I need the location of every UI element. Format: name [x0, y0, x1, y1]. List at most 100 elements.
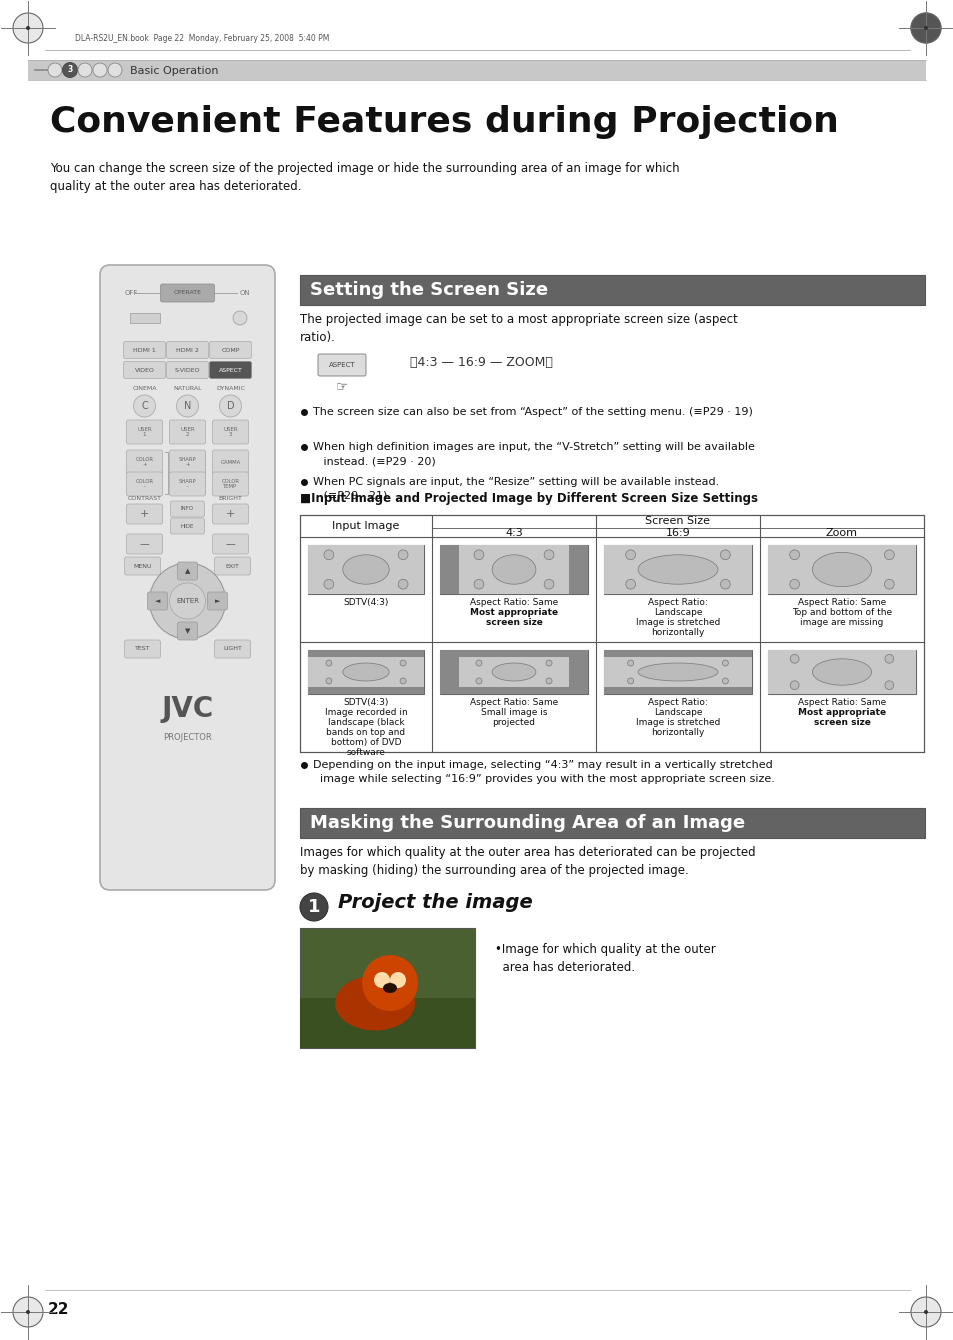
- Circle shape: [108, 63, 122, 76]
- Bar: [299, 275, 924, 306]
- Circle shape: [397, 549, 408, 560]
- Text: Convenient Features during Projection: Convenient Features during Projection: [50, 105, 838, 139]
- Ellipse shape: [812, 659, 871, 685]
- Ellipse shape: [638, 663, 718, 681]
- Text: JVC: JVC: [161, 695, 213, 724]
- Circle shape: [170, 583, 205, 619]
- FancyBboxPatch shape: [125, 557, 160, 575]
- Text: OFF: OFF: [125, 289, 138, 296]
- Bar: [308, 650, 423, 657]
- Text: INFO: INFO: [181, 507, 193, 512]
- Text: VIDEO: VIDEO: [134, 367, 154, 373]
- Circle shape: [543, 579, 554, 590]
- Text: ASPECT: ASPECT: [329, 362, 355, 368]
- Text: Zoom: Zoom: [825, 528, 857, 537]
- Circle shape: [545, 678, 552, 683]
- Text: CINEMA: CINEMA: [132, 386, 156, 390]
- Bar: [439, 545, 587, 594]
- Bar: [458, 545, 568, 594]
- FancyBboxPatch shape: [170, 472, 205, 496]
- Bar: [28, 60, 925, 80]
- Text: ENTER: ENTER: [175, 598, 199, 604]
- Text: Small image is: Small image is: [480, 708, 547, 717]
- FancyBboxPatch shape: [210, 362, 252, 378]
- Text: SHARP
+: SHARP +: [178, 457, 196, 468]
- Text: ▲: ▲: [185, 568, 190, 574]
- Text: projected: projected: [492, 718, 535, 728]
- Text: COLOR
-: COLOR -: [135, 478, 153, 489]
- FancyBboxPatch shape: [127, 472, 162, 496]
- Text: ☞: ☞: [335, 379, 348, 393]
- Text: BRIGHT: BRIGHT: [218, 497, 242, 501]
- Text: USER
3: USER 3: [223, 427, 237, 437]
- Text: When high definition images are input, the “V-Stretch” setting will be available: When high definition images are input, t…: [313, 442, 754, 466]
- FancyBboxPatch shape: [208, 592, 227, 610]
- Text: Image recorded in: Image recorded in: [324, 708, 407, 717]
- FancyBboxPatch shape: [127, 450, 162, 474]
- Circle shape: [13, 13, 43, 43]
- Bar: [308, 545, 423, 594]
- FancyBboxPatch shape: [171, 501, 204, 517]
- FancyBboxPatch shape: [148, 592, 168, 610]
- FancyBboxPatch shape: [213, 419, 248, 444]
- Circle shape: [720, 579, 729, 590]
- Text: bottom) of DVD: bottom) of DVD: [331, 738, 401, 746]
- FancyBboxPatch shape: [160, 284, 214, 302]
- Text: landscape (black: landscape (black: [327, 718, 404, 728]
- Text: +: +: [226, 509, 235, 519]
- Circle shape: [884, 654, 893, 663]
- Circle shape: [324, 579, 334, 590]
- Circle shape: [26, 25, 30, 29]
- Ellipse shape: [342, 663, 389, 681]
- Circle shape: [910, 13, 940, 43]
- Text: ▼: ▼: [185, 628, 190, 634]
- Text: —: —: [139, 539, 150, 549]
- Text: horizontally: horizontally: [651, 728, 704, 737]
- Circle shape: [627, 661, 633, 666]
- Text: Image is stretched: Image is stretched: [635, 718, 720, 728]
- Text: HDMI 2: HDMI 2: [176, 347, 199, 352]
- Text: Most appropriate: Most appropriate: [797, 708, 885, 717]
- Text: COMP: COMP: [221, 347, 239, 352]
- Text: Most appropriate: Most appropriate: [470, 608, 558, 616]
- Text: CONTRAST: CONTRAST: [128, 497, 161, 501]
- Circle shape: [910, 13, 940, 43]
- Circle shape: [78, 63, 91, 76]
- Text: PROJECTOR: PROJECTOR: [163, 733, 212, 741]
- FancyBboxPatch shape: [127, 504, 162, 524]
- Circle shape: [789, 549, 799, 560]
- Text: NATURAL: NATURAL: [173, 386, 202, 390]
- FancyBboxPatch shape: [213, 450, 248, 474]
- Text: +: +: [140, 509, 149, 519]
- Text: 22: 22: [48, 1302, 70, 1317]
- FancyBboxPatch shape: [213, 472, 248, 496]
- Text: C: C: [141, 401, 148, 411]
- Text: ON: ON: [239, 289, 250, 296]
- Text: software: software: [346, 748, 385, 757]
- Bar: [439, 687, 587, 694]
- Text: Aspect Ratio: Same: Aspect Ratio: Same: [470, 598, 558, 607]
- Circle shape: [233, 311, 247, 326]
- Circle shape: [789, 579, 799, 590]
- Bar: [308, 650, 423, 694]
- Text: Basic Operation: Basic Operation: [130, 66, 218, 75]
- Circle shape: [545, 661, 552, 666]
- Text: 1: 1: [308, 898, 320, 917]
- Ellipse shape: [342, 555, 389, 584]
- Circle shape: [720, 549, 729, 560]
- FancyBboxPatch shape: [167, 362, 209, 378]
- Bar: [603, 657, 751, 687]
- FancyBboxPatch shape: [214, 557, 251, 575]
- Bar: [568, 650, 587, 694]
- Circle shape: [133, 395, 155, 417]
- Bar: [299, 929, 475, 1048]
- Bar: [458, 657, 568, 687]
- Bar: [603, 650, 751, 657]
- Circle shape: [625, 549, 635, 560]
- Text: DLA-RS2U_EN.book  Page 22  Monday, February 25, 2008  5:40 PM: DLA-RS2U_EN.book Page 22 Monday, Februar…: [75, 34, 329, 43]
- Bar: [603, 545, 751, 594]
- Circle shape: [326, 678, 332, 683]
- Ellipse shape: [492, 555, 536, 584]
- Bar: [299, 515, 923, 752]
- Text: screen size: screen size: [813, 718, 869, 728]
